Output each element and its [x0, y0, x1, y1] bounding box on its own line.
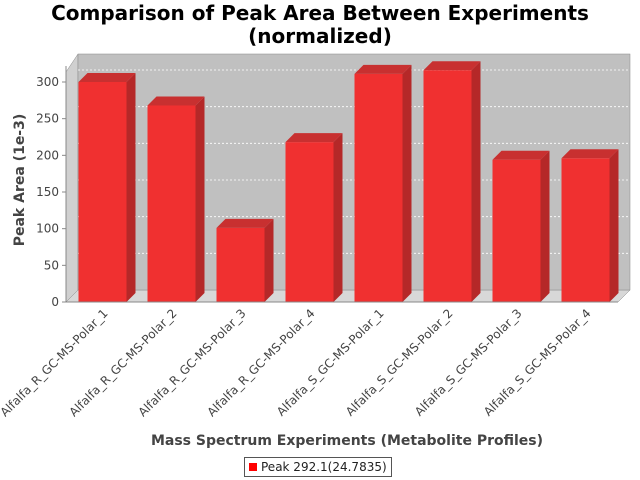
- bar: [216, 218, 274, 302]
- bar-front: [354, 73, 403, 302]
- y-tick-label: 100: [36, 222, 59, 236]
- x-tick-label: Alfalfa_R_GC-MS-Polar_1: [0, 306, 111, 419]
- bar-side: [609, 149, 619, 302]
- y-axis-title: Peak Area (1e-3): [12, 114, 28, 247]
- y-tick-label: 200: [36, 148, 59, 162]
- y-ticks: 0 50 100 150 200 250 300: [36, 75, 66, 309]
- bar-side: [333, 133, 343, 302]
- legend-label: Peak 292.1(24.7835): [261, 460, 387, 474]
- bar-front: [492, 159, 541, 302]
- bar: [147, 96, 205, 302]
- bar: [354, 64, 412, 302]
- bar-top: [216, 218, 274, 228]
- bar-front: [423, 70, 472, 303]
- bar-side: [126, 73, 136, 302]
- bar-side: [540, 150, 550, 302]
- bar: [561, 149, 619, 302]
- y-tick-label: 50: [44, 258, 59, 272]
- bar-front: [216, 227, 265, 302]
- bar-side: [195, 96, 205, 302]
- bar: [78, 73, 136, 302]
- bar-front: [147, 105, 196, 302]
- legend: Peak 292.1(24.7835): [244, 457, 392, 477]
- legend-swatch: [249, 463, 257, 471]
- bar-top: [561, 149, 619, 159]
- bar: [492, 150, 550, 302]
- bar-front: [78, 82, 127, 302]
- bar-top: [423, 61, 481, 71]
- plot-left-wall: [65, 53, 79, 303]
- bar-top: [492, 150, 550, 160]
- chart-title: Comparison of Peak Area Between Experime…: [0, 2, 640, 48]
- bars: [78, 61, 619, 303]
- x-ticks: Alfalfa_R_GC-MS-Polar_1Alfalfa_R_GC-MS-P…: [0, 306, 594, 419]
- bar-top: [354, 64, 412, 74]
- bar-front: [561, 158, 610, 302]
- bar-top: [147, 96, 205, 106]
- bar-top: [78, 73, 136, 82]
- chart-title-line-1: Comparison of Peak Area Between Experime…: [51, 1, 589, 25]
- bar: [285, 133, 343, 302]
- bar-side: [471, 61, 481, 303]
- y-tick-label: 150: [36, 185, 59, 199]
- bar-top: [285, 133, 343, 143]
- bar-side: [402, 64, 412, 302]
- x-axis-title: Mass Spectrum Experiments (Metabolite Pr…: [151, 433, 543, 449]
- bar-front: [285, 142, 334, 302]
- y-tick-label: 250: [36, 112, 59, 126]
- axes: [65, 66, 618, 303]
- chart-title-line-2: (normalized): [248, 24, 392, 48]
- y-tick-label: 0: [51, 295, 59, 309]
- y-tick-label: 300: [36, 75, 59, 89]
- bar: [423, 61, 481, 303]
- bar-side: [264, 218, 274, 302]
